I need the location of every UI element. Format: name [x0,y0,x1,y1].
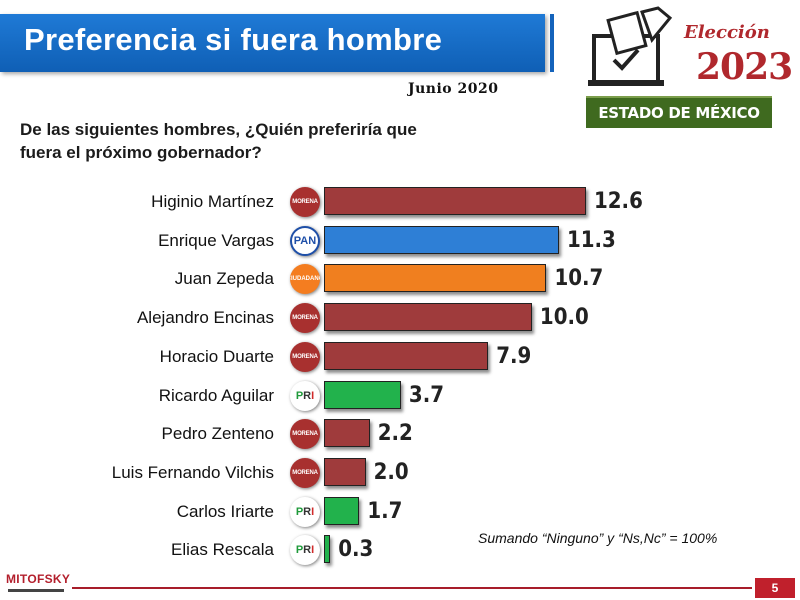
value-label: 0.3 [338,537,374,563]
category-label: Alejandro Encinas [136,308,274,328]
page-number: 5 [755,578,795,598]
bar [324,419,370,448]
category-label: Elias Rescala [171,540,274,560]
morena-logo-icon: MORENA [290,419,320,450]
bar [324,187,586,215]
bar [324,496,360,525]
bar [324,225,559,254]
bar [324,341,489,370]
bar [324,303,532,332]
value-label: 10.7 [554,266,604,292]
value-label: 1.7 [367,498,403,524]
mc-logo-icon: CIUDADANO [290,264,320,295]
eleccion-label: Elección [684,22,770,43]
bar-row: Alejandro Encinas MORENA 10.0 [0,301,800,335]
footer-divider [72,587,752,589]
morena-logo-icon: MORENA [290,341,320,372]
ballot-box-icon [588,6,673,86]
bar [324,264,547,293]
value-label: 10.0 [539,305,589,331]
date-label: Junio 2020 [408,81,499,97]
title-stripe [550,14,554,72]
category-label: Horacio Duarte [159,346,274,366]
category-label: Juan Zepeda [174,269,274,289]
question-text: De las siguientes hombres, ¿Quién prefer… [20,120,417,162]
category-label: Luis Fernando Vilchis [111,462,274,482]
estado-badge: ESTADO DE MÉXICO [586,96,772,128]
title-bar: Preferencia si fuera hombre [0,14,554,72]
pan-logo-icon: PAN [290,225,320,256]
mitofsky-logo: MITOFSKY [6,572,71,586]
bar-row: Enrique Vargas PAN 11.3 [0,224,800,258]
bar-row: Juan Zepeda CIUDADANO 10.7 [0,262,800,296]
value-label: 11.3 [566,227,616,253]
category-label: Higinio Martínez [151,192,274,211]
bar [324,457,366,486]
bar [324,380,401,409]
year-label: 2023 [696,46,793,88]
bar-row: Horacio Duarte MORENA 7.9 [0,340,800,374]
mitofsky-underline [8,589,64,592]
morena-logo-icon: MORENA [290,187,320,217]
bar-row: Carlos Iriarte P R I 1.7 [0,495,800,529]
value-label: 2.0 [373,459,409,485]
value-label: 2.2 [377,421,413,447]
category-label: Carlos Iriarte [176,501,274,521]
bar-row: Pedro Zenteno MORENA 2.2 [0,417,800,451]
page-title: Preferencia si fuera hombre [24,22,443,57]
category-label: Pedro Zenteno [161,424,274,444]
bar-row: Luis Fernando Vilchis MORENA 2.0 [0,456,800,490]
bar-row: Ricardo Aguilar P R I 3.7 [0,379,800,413]
bar [324,535,331,564]
morena-logo-icon: MORENA [290,457,320,488]
bar-row: Higinio Martínez MORENA 12.6 [0,185,800,219]
footnote: Sumando “Ninguno” y “Ns,Nc” = 100% [478,530,718,546]
value-label: 12.6 [594,189,643,214]
morena-logo-icon: MORENA [290,303,320,334]
category-label: Enrique Vargas [158,230,274,250]
value-label: 7.9 [496,343,532,369]
bar-row: Elias Rescala P R I 0.3 [0,533,800,567]
value-label: 3.7 [408,382,444,408]
category-label: Ricardo Aguilar [158,385,274,405]
election-logo: Elección 2023 ESTADO DE MÉXICO [580,4,793,128]
